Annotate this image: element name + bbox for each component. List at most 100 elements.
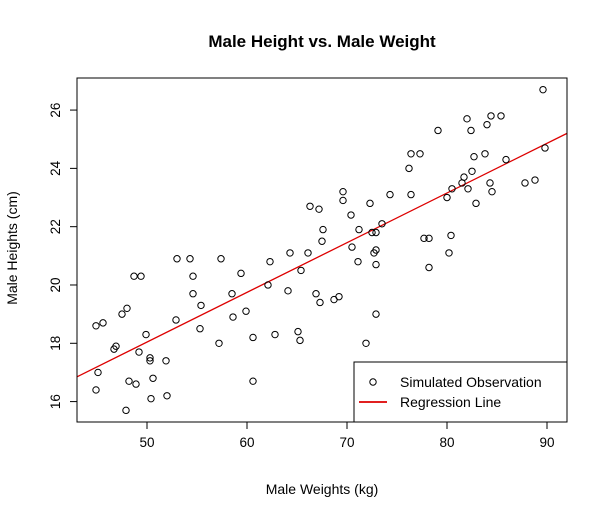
data-point: [502, 155, 510, 164]
data-point: [92, 386, 100, 394]
data-point: [372, 228, 380, 237]
legend-label: Regression Line: [400, 394, 501, 410]
data-point: [425, 234, 433, 243]
data-point: [92, 322, 100, 330]
data-point: [472, 199, 480, 208]
data-point: [467, 126, 475, 135]
y-tick-label: 26: [48, 103, 63, 118]
data-point: [407, 190, 415, 199]
data-point: [146, 357, 154, 365]
data-point: [407, 150, 415, 158]
data-point: [94, 368, 102, 377]
data-point: [460, 173, 468, 181]
data-point: [448, 185, 456, 193]
chart-title: Male Height vs. Male Weight: [208, 32, 436, 51]
data-point: [304, 249, 312, 257]
data-point: [142, 330, 150, 339]
data-point: [315, 205, 323, 213]
data-point: [316, 298, 324, 307]
data-point: [434, 126, 442, 135]
data-point: [386, 190, 394, 199]
data-point: [539, 85, 547, 94]
data-point: [521, 179, 529, 187]
x-tick-label: 90: [539, 435, 554, 450]
plot-frame: [76, 77, 568, 423]
data-point: [172, 316, 180, 324]
data-point: [189, 290, 197, 298]
data-point: [483, 120, 491, 129]
data-point: [470, 153, 478, 161]
data-point: [354, 257, 362, 266]
data-point: [488, 187, 496, 196]
data-point: [147, 394, 155, 403]
x-tick-label: 60: [239, 435, 254, 450]
data-point: [197, 301, 205, 310]
data-point: [297, 266, 305, 275]
data-point: [463, 115, 471, 123]
data-point: [355, 225, 363, 234]
data-point: [425, 263, 433, 272]
data-point: [294, 327, 302, 336]
data-point: [372, 260, 380, 269]
data-point: [229, 313, 237, 321]
data-point: [481, 150, 489, 158]
data-point: [339, 196, 347, 205]
x-tick-label: 50: [139, 435, 154, 450]
data-point: [162, 357, 170, 365]
data-point: [286, 249, 294, 257]
data-point: [296, 336, 304, 345]
data-point: [420, 234, 428, 243]
data-point: [306, 202, 314, 210]
data-point: [215, 339, 223, 347]
data-point: [217, 255, 225, 263]
data-point: [132, 380, 140, 388]
data-point: [99, 319, 107, 327]
data-point: [135, 348, 143, 356]
data-point: [112, 342, 120, 350]
y-tick-label: 16: [48, 394, 63, 409]
legend: Simulated Observation Regression Line: [353, 361, 568, 423]
data-point: [196, 325, 204, 333]
data-point: [486, 179, 494, 187]
regression-line: [77, 132, 567, 378]
legend-box: [353, 361, 568, 423]
data-point: [130, 272, 138, 280]
data-point: [366, 199, 374, 208]
data-point: [405, 164, 413, 173]
data-point: [468, 167, 476, 175]
data-point: [237, 269, 245, 278]
data-point: [362, 339, 370, 347]
data-point: [189, 272, 197, 280]
data-point: [284, 287, 292, 295]
data-point: [378, 220, 386, 228]
y-tick-label: 18: [48, 336, 63, 351]
data-point: [372, 246, 380, 254]
data-point: [312, 290, 320, 298]
data-point: [249, 377, 257, 385]
data-point: [173, 255, 181, 263]
x-tick-label: 70: [339, 435, 354, 450]
y-tick-label: 20: [48, 277, 63, 292]
data-point: [487, 112, 495, 120]
data-point: [228, 290, 236, 298]
data-point: [146, 354, 154, 362]
data-point: [335, 292, 343, 301]
data-point: [249, 333, 257, 342]
data-point: [339, 187, 347, 196]
data-point: [531, 176, 539, 184]
data-point: [163, 392, 171, 400]
data-point: [318, 237, 326, 245]
data-point: [137, 272, 145, 280]
plot-area: 50 60 70 80 90 16 18 20 22 24 26 Simulated Observat…: [48, 77, 568, 450]
data-point: [242, 307, 250, 315]
data-point: [266, 257, 274, 266]
data-point: [271, 330, 279, 339]
x-tick-label: 80: [439, 435, 454, 450]
data-point: [348, 243, 356, 251]
data-point: [372, 310, 380, 318]
y-axis-label: Male Heights (cm): [4, 191, 20, 305]
data-point: [264, 281, 272, 289]
data-point: [319, 225, 327, 234]
data-point: [368, 228, 376, 237]
